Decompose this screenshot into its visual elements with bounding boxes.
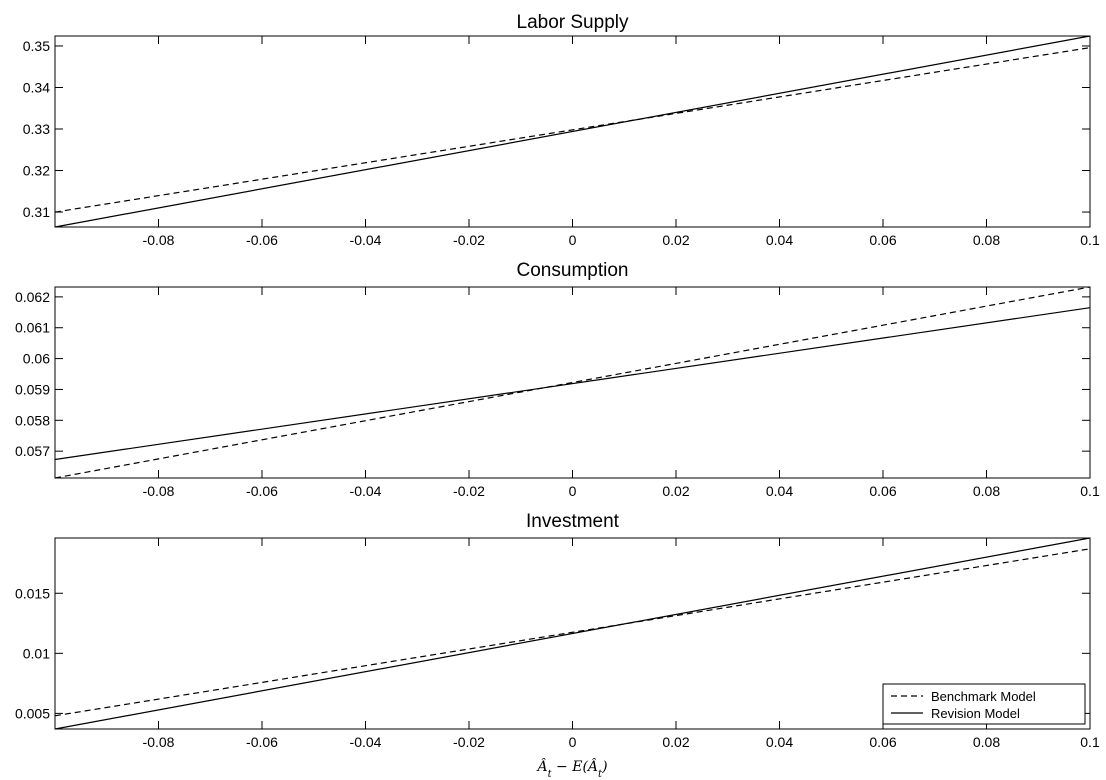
x-tick-label: -0.02 (453, 734, 485, 750)
x-tick-label: 0.04 (766, 734, 793, 750)
x-tick-label: 0.06 (869, 232, 896, 248)
y-tick-label: 0.35 (23, 38, 50, 54)
y-tick-label: 0.34 (23, 79, 50, 95)
y-tick-label: 0.059 (15, 381, 50, 397)
x-tick-label: -0.06 (246, 734, 278, 750)
series-line-revision (54, 537, 1091, 730)
x-tick-label: 0 (569, 734, 577, 750)
x-tick-label: 0.1 (1080, 483, 1100, 499)
x-tick-label: -0.08 (143, 232, 175, 248)
series-line-benchmark (54, 286, 1091, 479)
y-tick-label: 0.057 (15, 443, 50, 459)
series-line-revision (54, 307, 1091, 461)
panel-2: Investment -0.08 -0.06 -0.04 -0.02 0 0.02 0.04 0… (15, 511, 1100, 780)
panel-0: Labor Supply -0.08 -0.06 -0.04 -0.02 0 0.02 0.0… (23, 12, 1100, 248)
y-tick-label: 0.015 (15, 585, 50, 601)
x-tick-label: -0.06 (246, 483, 278, 499)
x-tick-label: 0.06 (869, 483, 896, 499)
x-axis-label: Ât − E(Ât) (535, 757, 607, 780)
y-tick-label: 0.31 (23, 204, 50, 220)
x-tick-label: -0.08 (143, 734, 175, 750)
x-tick-label: -0.02 (453, 483, 485, 499)
series-line-revision (54, 35, 1091, 228)
x-tick-label: 0.08 (973, 232, 1000, 248)
x-tick-label: 0.1 (1080, 232, 1100, 248)
legend-box (882, 683, 1086, 725)
legend-label: Benchmark Model (931, 689, 1036, 704)
x-tick-label: 0.04 (766, 232, 793, 248)
y-tick-label: 0.062 (15, 289, 50, 305)
y-tick-label: 0.06 (23, 351, 50, 367)
x-tick-label: -0.04 (350, 734, 382, 750)
x-tick-label: 0.02 (662, 483, 689, 499)
x-tick-label: 0.06 (869, 734, 896, 750)
legend-label: Revision Model (931, 706, 1020, 721)
panel-title: Labor Supply (517, 12, 629, 33)
x-tick-label: 0.02 (662, 232, 689, 248)
y-tick-label: 0.33 (23, 121, 50, 137)
x-tick-label: -0.02 (453, 232, 485, 248)
x-tick-label: 0.1 (1080, 734, 1100, 750)
y-tick-label: 0.061 (15, 320, 50, 336)
y-tick-label: 0.01 (23, 645, 50, 661)
legend: Benchmark Model Revision Model (882, 683, 1086, 725)
x-tick-label: -0.04 (350, 483, 382, 499)
panel-1: Consumption -0.08 -0.06 -0.04 -0.02 0 0.02 0.04… (15, 260, 1100, 499)
x-tick-label: 0.02 (662, 734, 689, 750)
y-tick-label: 0.058 (15, 412, 50, 428)
panel-title: Investment (526, 511, 620, 532)
x-tick-label: 0.04 (766, 483, 793, 499)
x-tick-label: -0.08 (143, 483, 175, 499)
x-tick-label: 0 (569, 483, 577, 499)
series-line-benchmark (54, 548, 1091, 717)
y-tick-label: 0.005 (15, 705, 50, 721)
x-tick-label: 0.08 (973, 483, 1000, 499)
series-line-benchmark (54, 47, 1091, 213)
x-tick-label: -0.04 (350, 232, 382, 248)
x-tick-label: 0.08 (973, 734, 1000, 750)
panel-title: Consumption (517, 260, 629, 281)
x-tick-label: -0.06 (246, 232, 278, 248)
x-tick-label: 0 (569, 232, 577, 248)
y-tick-label: 0.32 (23, 163, 50, 179)
